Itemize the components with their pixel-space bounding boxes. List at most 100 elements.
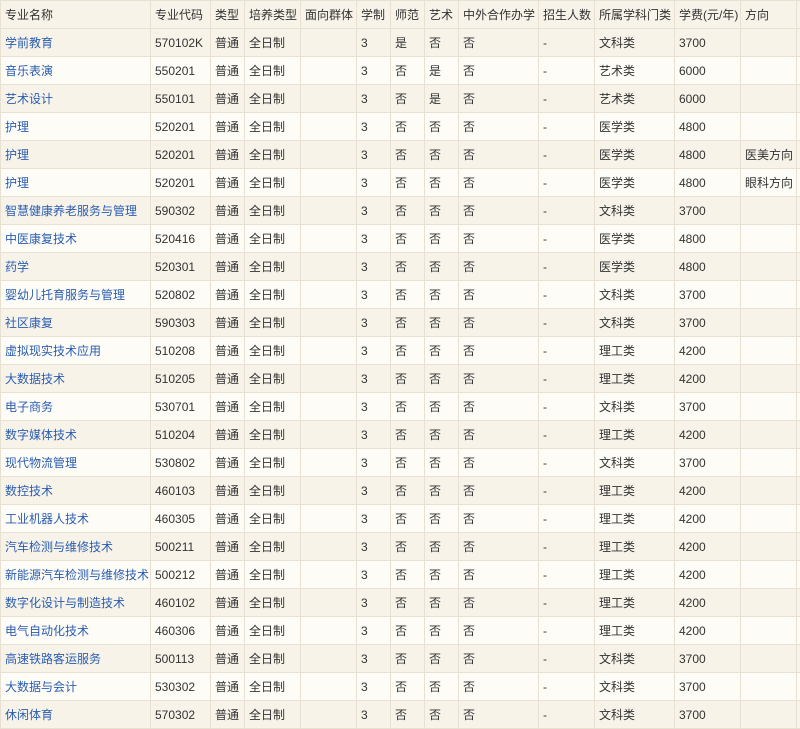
cell-name[interactable]: 数字化设计与制造技术	[1, 589, 151, 617]
cell-direction	[741, 337, 797, 365]
cell-enroll: -	[539, 365, 595, 393]
major-link[interactable]: 休闲体育	[5, 708, 53, 722]
major-link[interactable]: 智慧健康养老服务与管理	[5, 204, 137, 218]
cell-code: 550201	[151, 57, 211, 85]
cell-tuition: 4200	[675, 533, 741, 561]
major-link[interactable]: 护理	[5, 120, 29, 134]
cell-name[interactable]: 音乐表演	[1, 57, 151, 85]
cell-type: 普通	[211, 505, 245, 533]
table-row: 学前教育570102K普通全日制3是否否-文科类3700	[1, 29, 800, 57]
cell-type: 普通	[211, 617, 245, 645]
cell-code: 530302	[151, 673, 211, 701]
cell-name[interactable]: 大数据与会计	[1, 673, 151, 701]
major-link[interactable]: 高速铁路客运服务	[5, 652, 101, 666]
cell-code: 590303	[151, 309, 211, 337]
cell-enroll: -	[539, 533, 595, 561]
cell-coop: 否	[459, 113, 539, 141]
major-link[interactable]: 护理	[5, 148, 29, 162]
major-link[interactable]: 大数据技术	[5, 372, 65, 386]
cell-remark	[797, 449, 800, 477]
major-link[interactable]: 音乐表演	[5, 64, 53, 78]
major-link[interactable]: 汽车检测与维修技术	[5, 540, 113, 554]
cell-group	[301, 197, 357, 225]
major-link[interactable]: 工业机器人技术	[5, 512, 89, 526]
cell-enroll: -	[539, 393, 595, 421]
cell-name[interactable]: 休闲体育	[1, 701, 151, 729]
cell-normal: 否	[391, 505, 425, 533]
major-link[interactable]: 现代物流管理	[5, 456, 77, 470]
major-link[interactable]: 药学	[5, 260, 29, 274]
cell-category: 文科类	[595, 393, 675, 421]
major-link[interactable]: 学前教育	[5, 36, 53, 50]
cell-category: 理工类	[595, 505, 675, 533]
cell-name[interactable]: 电气自动化技术	[1, 617, 151, 645]
major-link[interactable]: 数字化设计与制造技术	[5, 596, 125, 610]
cell-years: 3	[357, 393, 391, 421]
cell-name[interactable]: 学前教育	[1, 29, 151, 57]
cell-tuition: 3700	[675, 281, 741, 309]
cell-name[interactable]: 中医康复技术	[1, 225, 151, 253]
cell-name[interactable]: 药学	[1, 253, 151, 281]
cell-name[interactable]: 护理	[1, 141, 151, 169]
major-link[interactable]: 婴幼儿托育服务与管理	[5, 288, 125, 302]
major-link[interactable]: 社区康复	[5, 316, 53, 330]
cell-remark	[797, 281, 800, 309]
cell-name[interactable]: 艺术设计	[1, 85, 151, 113]
cell-trainType: 全日制	[245, 337, 301, 365]
major-link[interactable]: 中医康复技术	[5, 232, 77, 246]
cell-name[interactable]: 现代物流管理	[1, 449, 151, 477]
cell-name[interactable]: 电子商务	[1, 393, 151, 421]
cell-name[interactable]: 虚拟现实技术应用	[1, 337, 151, 365]
cell-coop: 否	[459, 477, 539, 505]
cell-code: 520802	[151, 281, 211, 309]
cell-type: 普通	[211, 197, 245, 225]
cell-category: 理工类	[595, 533, 675, 561]
cell-name[interactable]: 汽车检测与维修技术	[1, 533, 151, 561]
major-link[interactable]: 艺术设计	[5, 92, 53, 106]
cell-name[interactable]: 智慧健康养老服务与管理	[1, 197, 151, 225]
major-link[interactable]: 电子商务	[5, 400, 53, 414]
cell-years: 3	[357, 365, 391, 393]
cell-name[interactable]: 新能源汽车检测与维修技术	[1, 561, 151, 589]
cell-code: 590302	[151, 197, 211, 225]
cell-tuition: 4200	[675, 589, 741, 617]
major-link[interactable]: 护理	[5, 176, 29, 190]
cell-art: 否	[425, 365, 459, 393]
table-row: 艺术设计550101普通全日制3否是否-艺术类6000	[1, 85, 800, 113]
cell-direction	[741, 701, 797, 729]
major-link[interactable]: 数字媒体技术	[5, 428, 77, 442]
cell-coop: 否	[459, 253, 539, 281]
cell-tuition: 3700	[675, 309, 741, 337]
cell-name[interactable]: 大数据技术	[1, 365, 151, 393]
majors-table: 专业名称专业代码类型培养类型面向群体学制师范艺术中外合作办学招生人数所属学科门类…	[0, 0, 800, 729]
cell-normal: 否	[391, 589, 425, 617]
cell-name[interactable]: 婴幼儿托育服务与管理	[1, 281, 151, 309]
major-link[interactable]: 电气自动化技术	[5, 624, 89, 638]
cell-group	[301, 421, 357, 449]
cell-category: 理工类	[595, 561, 675, 589]
cell-type: 普通	[211, 589, 245, 617]
cell-category: 医学类	[595, 253, 675, 281]
cell-name[interactable]: 数控技术	[1, 477, 151, 505]
major-link[interactable]: 新能源汽车检测与维修技术	[5, 568, 149, 582]
cell-remark	[797, 673, 800, 701]
cell-name[interactable]: 高速铁路客运服务	[1, 645, 151, 673]
cell-group	[301, 701, 357, 729]
major-link[interactable]: 虚拟现实技术应用	[5, 344, 101, 358]
cell-type: 普通	[211, 309, 245, 337]
major-link[interactable]: 数控技术	[5, 484, 53, 498]
cell-name[interactable]: 社区康复	[1, 309, 151, 337]
cell-type: 普通	[211, 365, 245, 393]
cell-name[interactable]: 工业机器人技术	[1, 505, 151, 533]
cell-name[interactable]: 护理	[1, 169, 151, 197]
major-link[interactable]: 大数据与会计	[5, 680, 77, 694]
cell-group	[301, 57, 357, 85]
cell-code: 520201	[151, 169, 211, 197]
cell-trainType: 全日制	[245, 85, 301, 113]
cell-name[interactable]: 数字媒体技术	[1, 421, 151, 449]
cell-name[interactable]: 护理	[1, 113, 151, 141]
cell-direction	[741, 281, 797, 309]
cell-art: 否	[425, 393, 459, 421]
cell-enroll: -	[539, 421, 595, 449]
col-years: 学制	[357, 1, 391, 29]
